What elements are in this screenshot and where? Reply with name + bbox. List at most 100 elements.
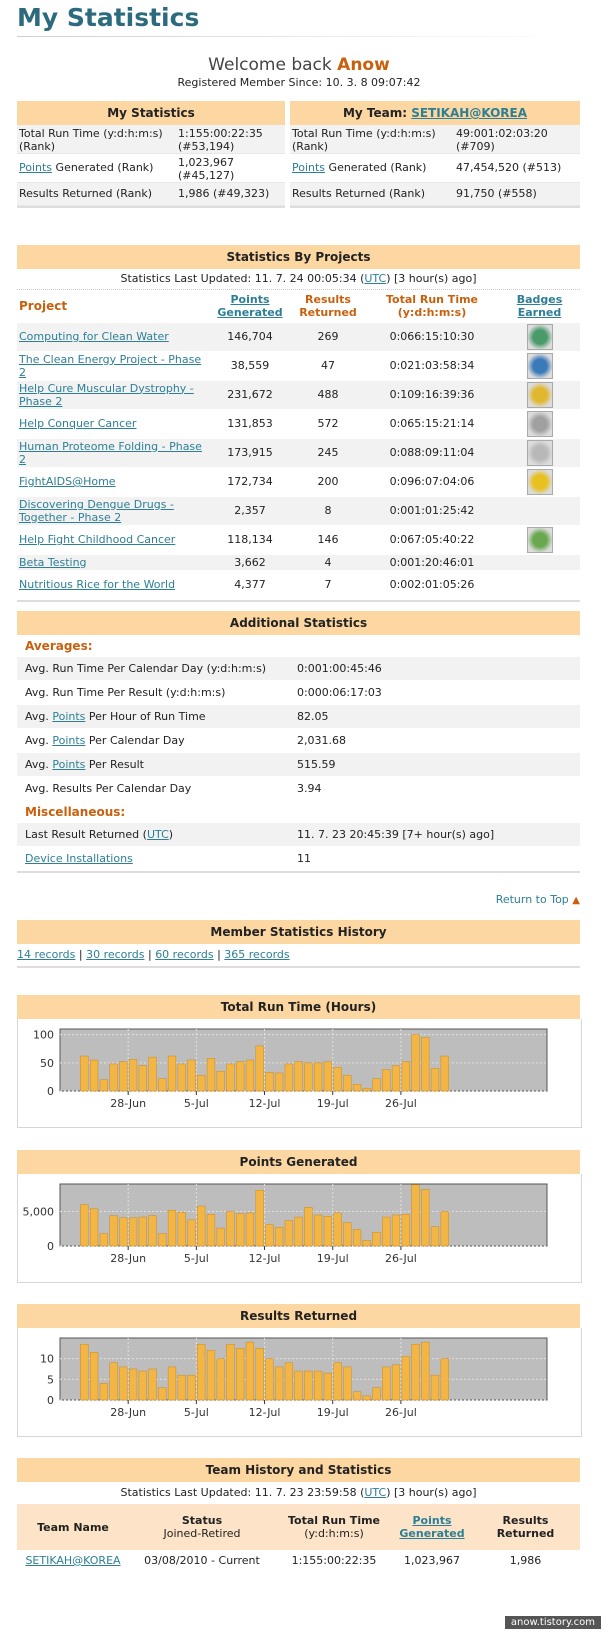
- records-60-link[interactable]: 60 records: [155, 948, 214, 961]
- bar: [119, 1217, 128, 1247]
- status-subtitle: Joined-Retired: [163, 1527, 241, 1540]
- bar: [245, 1059, 255, 1092]
- utc-link[interactable]: UTC: [146, 828, 169, 841]
- col-points-generated[interactable]: Points Generated: [393, 1504, 471, 1550]
- project-row: Discovering Dengue Drugs - Together - Ph…: [17, 496, 580, 526]
- generated-link[interactable]: Generated: [399, 1527, 465, 1540]
- project-name-link[interactable]: The Clean Energy Project - Phase 2: [19, 352, 202, 379]
- x-tick-label: 12-Jul: [249, 1252, 281, 1265]
- x-tick-label: 5-Jul: [184, 1097, 209, 1110]
- bar: [216, 1071, 225, 1092]
- runtime-title: Total Run Time: [287, 1514, 381, 1527]
- y-tick-label: 50: [40, 1057, 54, 1070]
- project-runtime: 0:065:15:21:14: [365, 409, 499, 439]
- project-name-link[interactable]: Nutritious Rice for the World: [19, 578, 176, 591]
- my-statistics-header: My Statistics: [17, 101, 285, 125]
- my-stats-row: Points Generated (Rank) 1,023,967 (#45,1…: [17, 154, 285, 183]
- project-badge-cell: [499, 496, 580, 526]
- bar: [294, 1061, 303, 1092]
- project-results: 8: [291, 496, 365, 526]
- team-status-cell: 03/08/2010 - Current: [144, 1554, 260, 1567]
- my-stats-label: Points Generated (Rank): [17, 154, 176, 182]
- proteome-badge-icon[interactable]: [526, 439, 553, 466]
- team-name-link[interactable]: SETIKAH@KOREA: [25, 1554, 121, 1567]
- label-rest: Generated (Rank): [325, 161, 427, 174]
- device-installations-link[interactable]: Device Installations: [25, 852, 133, 865]
- points-link[interactable]: Points: [19, 161, 53, 174]
- energy-badge-icon[interactable]: [526, 352, 553, 379]
- return-to-top-link[interactable]: Return to Top ▲: [420, 893, 580, 906]
- utc-link[interactable]: UTC: [364, 272, 387, 285]
- projects-updated: Statistics Last Updated: 11. 7. 24 00:05…: [17, 269, 580, 290]
- y-tick-label: 0: [47, 1085, 54, 1098]
- project-name-link[interactable]: Help Cure Muscular Dystrophy - Phase 2: [19, 381, 194, 408]
- project-name-link[interactable]: Beta Testing: [19, 555, 87, 569]
- points-link[interactable]: Points: [292, 161, 326, 174]
- project-points: 4,377: [209, 570, 291, 600]
- bar: [411, 1034, 420, 1092]
- bar: [352, 1229, 362, 1247]
- project-name-cell: Beta Testing: [17, 554, 209, 571]
- average-label: Avg. Run Time Per Result (y:d:h:m:s): [25, 686, 226, 699]
- points-link[interactable]: Points: [412, 1514, 452, 1527]
- up-arrow-icon: ▲: [572, 895, 580, 906]
- points-chart-frame: 0 5,000 28-Jun 5-Jul 12-Jul 19-Jul 26-Jul: [17, 1174, 582, 1283]
- project-row: Help Conquer Cancer 131,853 572 0:065:15:21…: [17, 409, 580, 439]
- project-name-link[interactable]: Help Conquer Cancer: [19, 417, 137, 430]
- team-name-link[interactable]: SETIKAH@KOREA: [411, 106, 528, 120]
- bar: [440, 1358, 449, 1401]
- utc-link[interactable]: UTC: [364, 1486, 387, 1499]
- points-link[interactable]: Points: [52, 710, 86, 723]
- col-badges[interactable]: Badges Earned: [499, 290, 580, 323]
- project-name-link[interactable]: Help Fight Childhood Cancer: [19, 533, 176, 546]
- x-tick-label: 28-Jun: [110, 1252, 146, 1265]
- project-name-cell: The Clean Energy Project - Phase 2: [17, 351, 209, 381]
- project-points: 173,915: [209, 438, 291, 468]
- project-name-link[interactable]: Computing for Clean Water: [19, 330, 169, 343]
- bar: [362, 1087, 371, 1092]
- welcome-prefix: Welcome back: [208, 55, 332, 75]
- records-30-link[interactable]: 30 records: [86, 948, 145, 961]
- col-points[interactable]: Points Generated: [209, 290, 291, 323]
- points-sort-link[interactable]: Points Generated: [217, 292, 283, 319]
- bar: [372, 1078, 381, 1092]
- average-value: 82.05: [297, 710, 329, 723]
- badges-link[interactable]: Badges Earned: [516, 292, 563, 319]
- my-team-label: Results Returned (Rank): [292, 187, 426, 200]
- records-365-link[interactable]: 365 records: [224, 948, 290, 961]
- project-name-link[interactable]: Discovering Dengue Drugs - Together - Ph…: [19, 497, 174, 524]
- projects-header: Statistics By Projects: [17, 245, 580, 269]
- my-team-panel: My Team: SETIKAH@KOREA Total Run Time (y…: [290, 101, 580, 208]
- project-row: The Clean Energy Project - Phase 2 38,559…: [17, 351, 580, 381]
- bar: [80, 1204, 89, 1247]
- child-figure-badge-icon[interactable]: [526, 526, 553, 553]
- average-label: Avg. Run Time Per Calendar Day (y:d:h:m:…: [25, 662, 267, 675]
- water-drop-badge-icon[interactable]: [526, 323, 553, 350]
- page-title: My Statistics: [17, 3, 200, 32]
- bar: [226, 1343, 235, 1401]
- label-post: Per Hour of Run Time: [85, 710, 206, 723]
- additional-header: Additional Statistics: [17, 611, 580, 635]
- bar: [187, 1059, 196, 1092]
- cancer-badge-icon[interactable]: [526, 410, 553, 437]
- dystrophy-badge-icon[interactable]: [526, 381, 553, 408]
- points-link[interactable]: Points: [52, 734, 86, 747]
- average-row: Avg. Results Per Calendar Day 3.94: [17, 777, 580, 801]
- bar: [138, 1065, 147, 1092]
- project-name-link[interactable]: FightAIDS@Home: [19, 475, 116, 488]
- points-chart-panel: Points Generated: [17, 1150, 580, 1174]
- bar: [167, 1055, 177, 1092]
- points-link[interactable]: Points: [52, 758, 86, 771]
- misc-label: Miscellaneous:: [25, 805, 126, 819]
- project-results: 4: [291, 554, 365, 571]
- my-team-label: Points Generated (Rank): [290, 154, 454, 182]
- return-to-top-label[interactable]: Return to Top: [495, 893, 569, 906]
- project-points: 38,559: [209, 351, 291, 381]
- label-pre: Avg.: [25, 710, 53, 723]
- records-14-link[interactable]: 14 records: [17, 948, 76, 961]
- aids-ribbon-badge-icon[interactable]: [526, 468, 553, 495]
- my-stats-value: 1:155:00:22:35 (#53,194): [178, 127, 263, 153]
- bar: [109, 1063, 118, 1092]
- runtime-subtitle: (y:d:h:m:s): [304, 1527, 364, 1540]
- project-name-link[interactable]: Human Proteome Folding - Phase 2: [19, 439, 202, 466]
